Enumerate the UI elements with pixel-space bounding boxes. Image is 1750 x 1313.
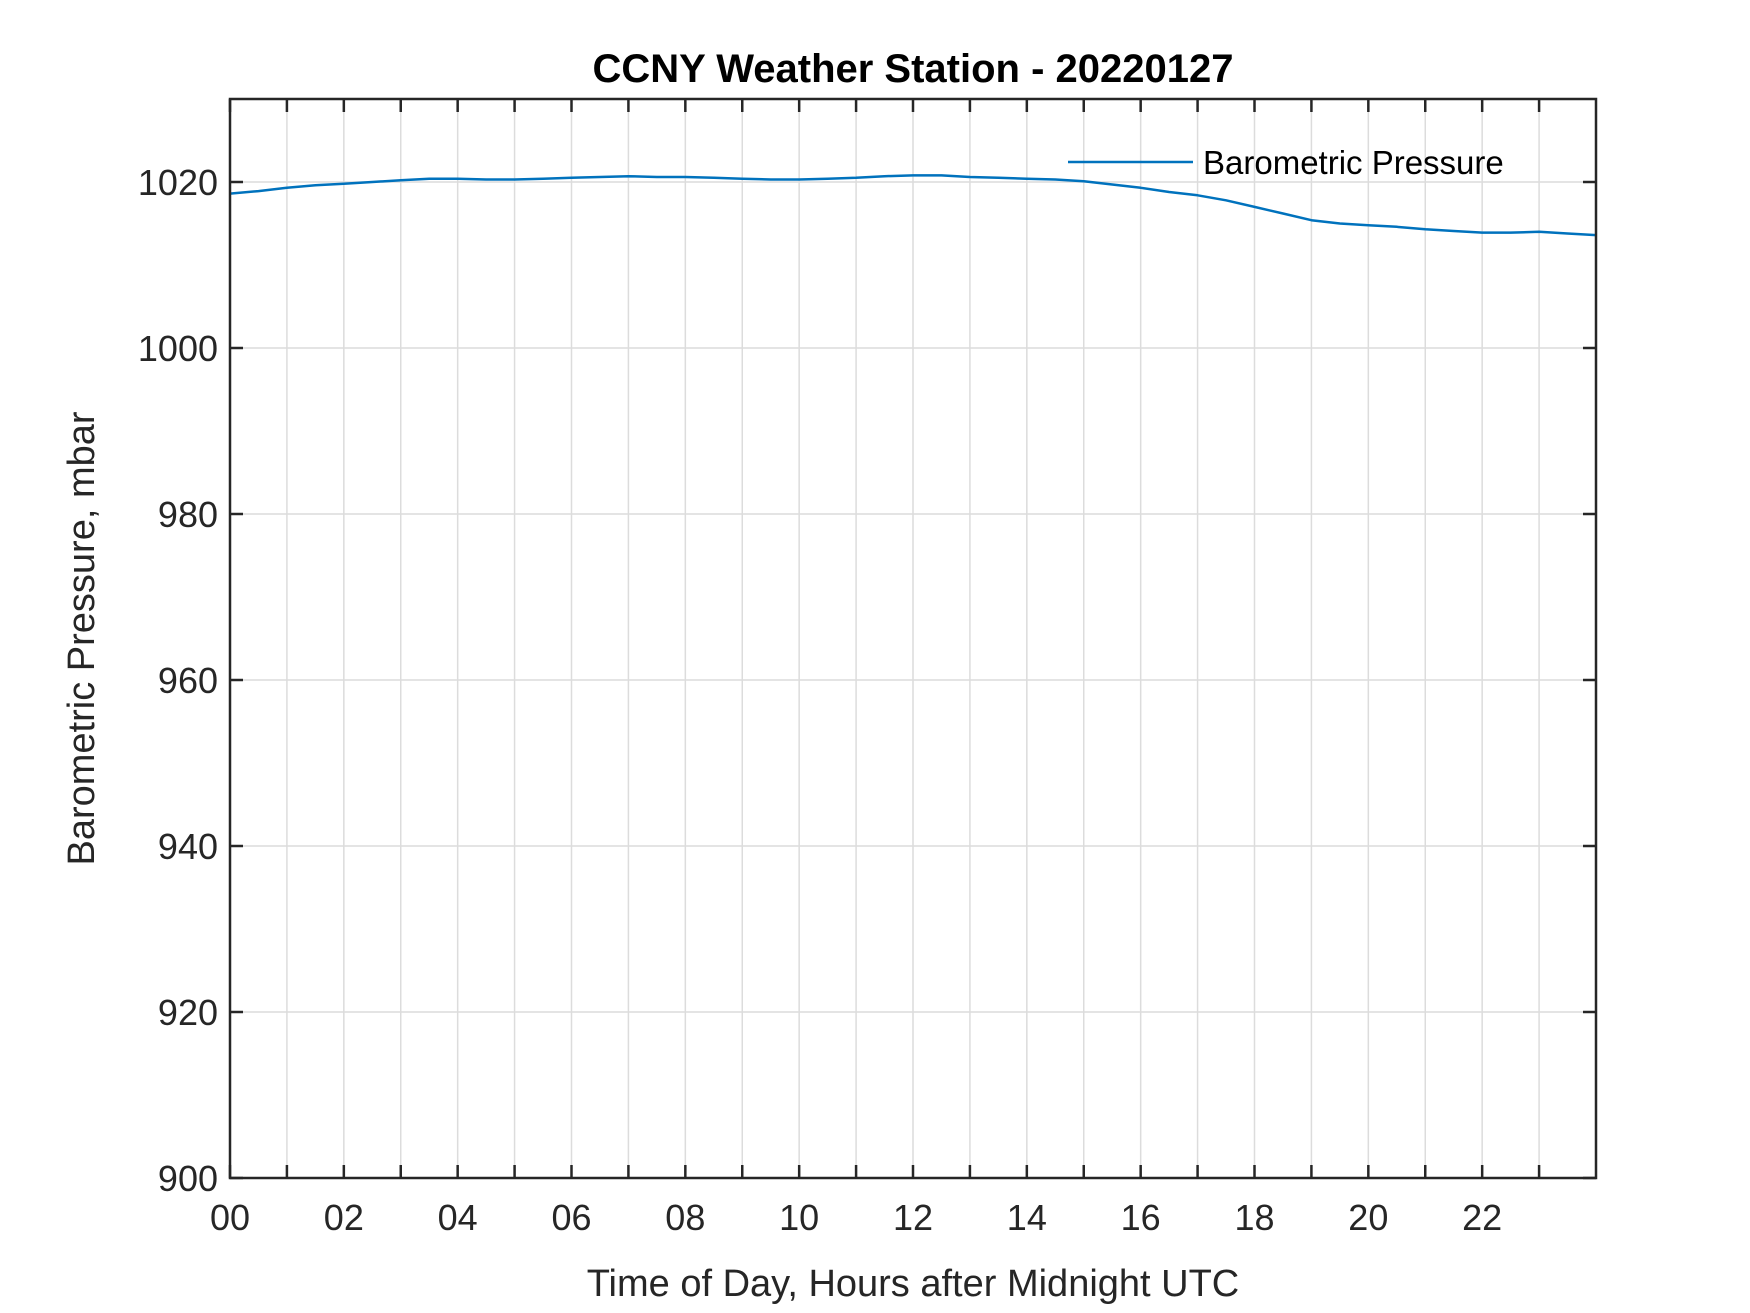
x-tick-label: 06 xyxy=(551,1197,591,1238)
x-tick-label: 00 xyxy=(210,1197,250,1238)
x-tick-label: 12 xyxy=(893,1197,933,1238)
tick-layer xyxy=(228,99,1596,1180)
x-tick-label: 04 xyxy=(438,1197,478,1238)
chart-title: CCNY Weather Station - 20220127 xyxy=(593,47,1234,91)
y-tick-label: 920 xyxy=(158,992,218,1033)
y-tick-label: 900 xyxy=(158,1158,218,1199)
x-tick-label: 22 xyxy=(1462,1197,1502,1238)
legend-label: Barometric Pressure xyxy=(1203,144,1504,181)
x-tick-label: 02 xyxy=(324,1197,364,1238)
legend: Barometric Pressure xyxy=(1068,144,1504,181)
y-tick-label: 960 xyxy=(158,660,218,701)
x-tick-label: 14 xyxy=(1007,1197,1047,1238)
tick-label-layer: 00 02 04 06 08 10 12 14 16 18 20 22 900 920 940 960 980 1… xyxy=(138,162,1502,1238)
y-tick-label: 940 xyxy=(158,826,218,867)
y-tick-label: 980 xyxy=(158,494,218,535)
x-axis-label: Time of Day, Hours after Midnight UTC xyxy=(587,1263,1240,1305)
x-tick-label: 20 xyxy=(1348,1197,1388,1238)
y-tick-label: 1000 xyxy=(138,328,218,369)
x-tick-label: 08 xyxy=(665,1197,705,1238)
x-tick-label: 16 xyxy=(1121,1197,1161,1238)
series-line-barometric-pressure xyxy=(229,174,1597,237)
series-layer xyxy=(229,174,1597,237)
x-tick-label: 10 xyxy=(779,1197,819,1238)
y-axis-label: Barometric Pressure, mbar xyxy=(61,411,103,865)
grid-layer xyxy=(230,99,1596,1178)
x-tick-label: 18 xyxy=(1234,1197,1274,1238)
y-tick-label: 1020 xyxy=(138,162,218,203)
